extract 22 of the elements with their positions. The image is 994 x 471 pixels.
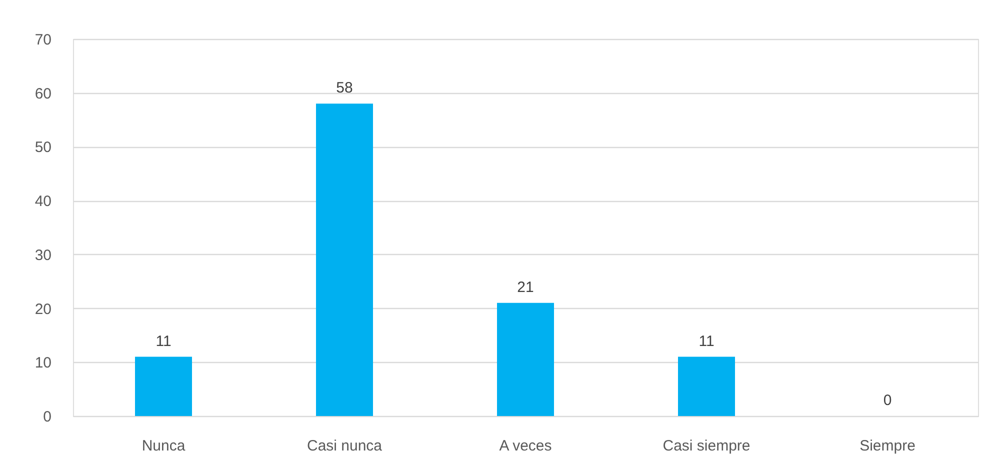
bar	[316, 104, 373, 416]
y-tick-label: 70	[34, 32, 52, 48]
y-tick-label: 40	[34, 193, 52, 210]
bar	[678, 356, 735, 416]
data-label: 21	[517, 278, 534, 296]
x-tick-label: Siempre	[860, 438, 916, 454]
data-label: 11	[698, 332, 714, 350]
y-tick-label: 30	[34, 246, 52, 264]
y-tick-label: 0	[43, 408, 52, 426]
data-label: 58	[336, 80, 353, 97]
bar	[135, 356, 192, 416]
data-label: 0	[883, 392, 892, 409]
x-tick-label: Nunca	[142, 438, 186, 454]
data-label: 11	[156, 332, 172, 350]
x-tick-label: Casi nunca	[306, 438, 383, 454]
y-tick-label: 50	[34, 139, 52, 156]
y-tick-label: 60	[34, 85, 52, 102]
bar	[497, 302, 554, 416]
y-tick-label: 20	[34, 300, 52, 318]
y-tick-label: 10	[34, 354, 52, 372]
x-tick-label: A veces	[499, 438, 552, 454]
x-tick-label: Casi siempre	[662, 438, 750, 454]
